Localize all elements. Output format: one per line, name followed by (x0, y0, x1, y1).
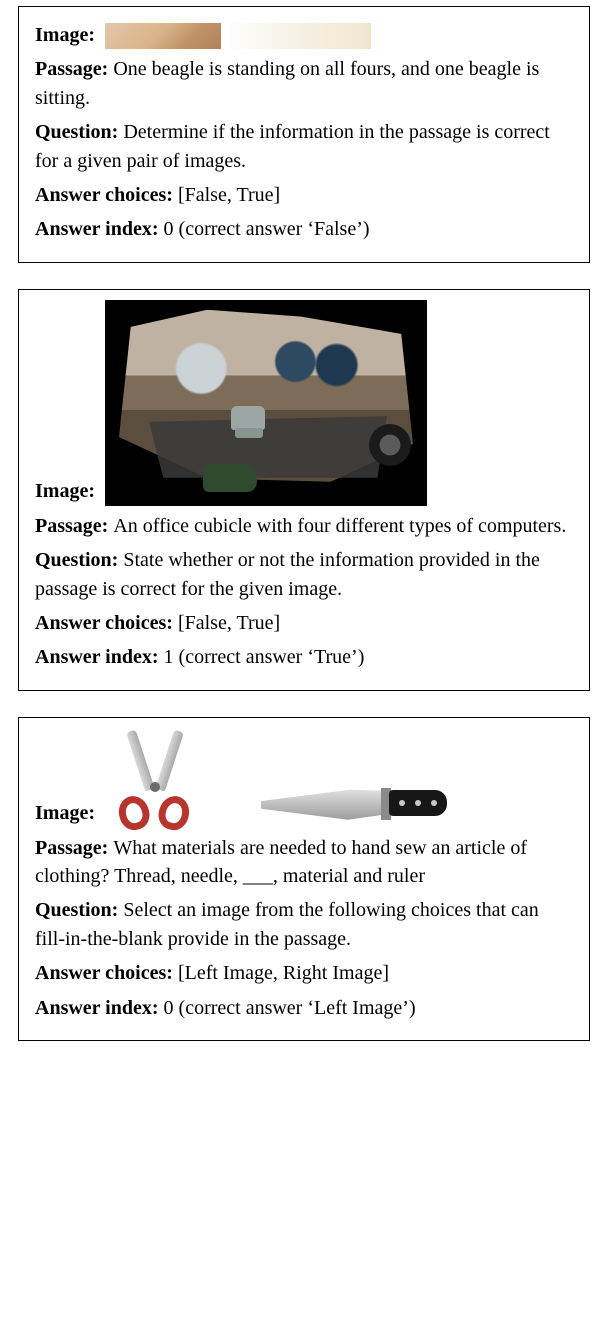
choices-text: [Left Image, Right Image] (178, 962, 389, 984)
choices-line: Answer choices:[False, True] (35, 609, 573, 637)
index-label: Answer index: (35, 997, 164, 1019)
choices-label: Answer choices: (35, 962, 178, 984)
passage-label: Passage: (35, 515, 113, 537)
index-text: 0 (correct answer ‘False’) (164, 218, 370, 240)
bag-shape (203, 464, 257, 492)
example-card-3: Image: Passage:What materials are needed… (18, 717, 590, 1041)
knife-blade (261, 788, 385, 820)
scissors-icon (111, 728, 201, 828)
image-row: Image: (35, 300, 573, 506)
thumbnail-office-cubicle (105, 300, 427, 506)
passage-line: Passage:One beagle is standing on all fo… (35, 55, 573, 112)
scissor-pivot (150, 782, 160, 792)
question-line: Question:State whether or not the inform… (35, 546, 573, 603)
tire-shape (369, 424, 411, 466)
scissor-blade-left (126, 729, 155, 791)
image-label: Image: (35, 477, 95, 505)
scissor-handle-left (115, 792, 153, 833)
passage-line: Passage:What materials are needed to han… (35, 834, 573, 891)
index-line: Answer index:0 (correct answer ‘False’) (35, 215, 573, 243)
passage-line: Passage:An office cubicle with four diff… (35, 512, 573, 540)
choices-label: Answer choices: (35, 184, 178, 206)
index-line: Answer index:0 (correct answer ‘Left Ima… (35, 994, 573, 1022)
knife-icon (261, 778, 451, 828)
choices-line: Answer choices:[False, True] (35, 181, 573, 209)
image-row: Image: (35, 728, 573, 828)
office-chair-icon (225, 406, 273, 458)
choices-text: [False, True] (178, 612, 280, 634)
question-label: Question: (35, 899, 123, 921)
passage-label: Passage: (35, 837, 113, 859)
index-line: Answer index:1 (correct answer ‘True’) (35, 643, 573, 671)
passage-label: Passage: (35, 58, 113, 80)
knife-rivets (399, 800, 405, 806)
choices-line: Answer choices:[Left Image, Right Image] (35, 959, 573, 987)
question-label: Question: (35, 121, 123, 143)
question-line: Question:Determine if the information in… (35, 118, 573, 175)
index-label: Answer index: (35, 646, 164, 668)
question-line: Question:Select an image from the follow… (35, 896, 573, 953)
image-row: Image: (35, 21, 573, 49)
thumbnail-beagle-sitting (231, 23, 371, 49)
scissor-blade-right (155, 729, 184, 791)
index-label: Answer index: (35, 218, 164, 240)
index-text: 0 (correct answer ‘Left Image’) (164, 997, 416, 1019)
choices-label: Answer choices: (35, 612, 178, 634)
index-text: 1 (correct answer ‘True’) (164, 646, 365, 668)
passage-text: An office cubicle with four different ty… (113, 515, 566, 537)
thumbnail-tools (105, 728, 451, 828)
knife-handle (389, 790, 447, 816)
scissor-handle-right (155, 792, 193, 833)
image-label: Image: (35, 21, 95, 49)
question-label: Question: (35, 549, 123, 571)
image-label: Image: (35, 799, 95, 827)
choices-text: [False, True] (178, 184, 280, 206)
example-card-2: Image: Passage:An office cubicle with fo… (18, 289, 590, 691)
example-card-1: Image: Passage:One beagle is standing on… (18, 6, 590, 263)
thumbnail-beagle-standing (105, 23, 221, 49)
